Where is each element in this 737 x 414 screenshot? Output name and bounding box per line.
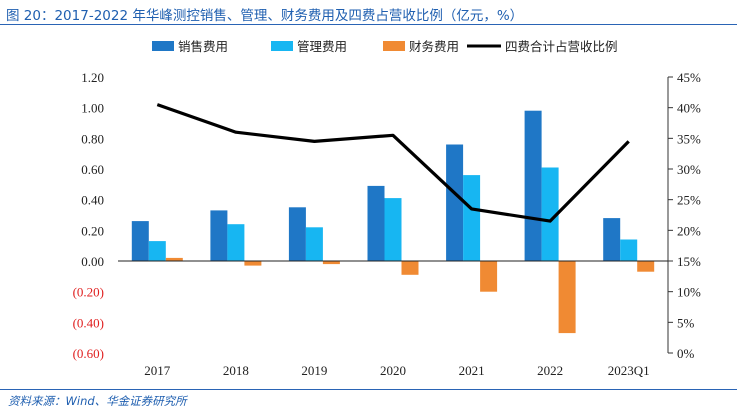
left-tick-label: 0.80 [81,131,104,146]
bar-3-2017 [165,257,183,261]
bar-1-2023Q1 [603,218,621,261]
legend-swatch-3 [383,41,405,51]
legend-label-4: 四费合计占营收比例 [505,39,618,54]
bar-1-2020 [367,185,385,261]
right-tick-label: 35% [677,131,701,146]
bar-2-2022 [541,167,559,261]
legend: 销售费用 管理费用 财务费用 四费合计占营收比例 [152,39,618,54]
right-tick-label: 5% [677,315,695,330]
right-tick-label: 10% [677,285,701,300]
x-tick-label: 2018 [223,363,249,378]
bar-1-2018 [210,210,228,261]
legend-swatch-2 [271,41,293,51]
x-tick-label: 2022 [537,363,563,378]
left-tick-label: 1.20 [81,70,104,85]
x-tick-label: 2021 [459,363,485,378]
source-note: 资料来源：Wind、华金证券研究所 [8,394,187,408]
right-tick-label: 0% [677,346,695,361]
bar-1-2019 [288,207,306,261]
right-tick-label: 40% [677,101,701,116]
bar-2-2020 [384,198,402,261]
right-tick-label: 45% [677,70,701,85]
left-tick-label: 0.20 [81,223,104,238]
left-axis: 1.20 1.00 0.80 0.60 0.40 0.20 0.00 (0.20) (0.40)… [73,70,104,361]
bar-2-2023Q1 [620,239,638,261]
x-tick-label: 2019 [301,363,327,378]
left-tick-label: (0.60) [73,346,104,361]
bar-3-2023Q1 [637,261,655,272]
combo-chart: 销售费用 管理费用 财务费用 四费合计占营收比例 1.20 1.00 0.80 0.60 0.… [73,39,701,378]
title-divider [0,24,737,25]
right-tick-label: 20% [677,223,701,238]
bars [131,110,655,334]
left-tick-label: 1.00 [81,101,104,116]
bar-3-2022 [558,261,576,334]
left-tick-label: (0.40) [73,315,104,330]
right-tick-label: 15% [677,254,701,269]
left-tick-label: 0.60 [81,162,104,177]
left-tick-label: (0.20) [73,285,104,300]
x-axis: 2017 2018 2019 2020 2021 2022 2023Q1 [144,363,649,378]
bar-2-2018 [227,224,245,261]
x-tick-label: 2020 [380,363,406,378]
ratio-polyline [156,103,630,223]
bar-3-2019 [322,261,340,265]
legend-label-2: 管理费用 [297,39,347,54]
left-tick-label: 0.00 [81,254,104,269]
bar-2-2019 [305,227,323,261]
legend-label-3: 财务费用 [409,39,459,54]
legend-label-1: 销售费用 [178,39,228,54]
right-tick-label: 25% [677,193,701,208]
left-tick-label: 0.40 [81,193,104,208]
bar-3-2021 [480,261,498,292]
right-tick-label: 30% [677,162,701,177]
x-tick-label: 2023Q1 [608,363,650,378]
source-divider [0,389,737,390]
x-tick-label: 2017 [144,363,171,378]
chart-title: 图 20：2017-2022 年华峰测控销售、管理、财务费用及四费占营收比例（亿… [6,8,524,24]
bar-1-2017 [131,221,149,261]
bar-2-2017 [148,241,166,261]
right-axis: 45% 40% 35% 30% 25% 20% 15% 10% 5% 0% [667,70,701,361]
bar-2-2021 [463,175,481,261]
ratio-line [156,103,630,223]
bar-1-2022 [524,110,542,261]
bar-3-2020 [401,261,419,275]
bar-3-2018 [244,261,262,266]
bar-1-2021 [446,144,464,261]
legend-swatch-1 [152,41,174,51]
